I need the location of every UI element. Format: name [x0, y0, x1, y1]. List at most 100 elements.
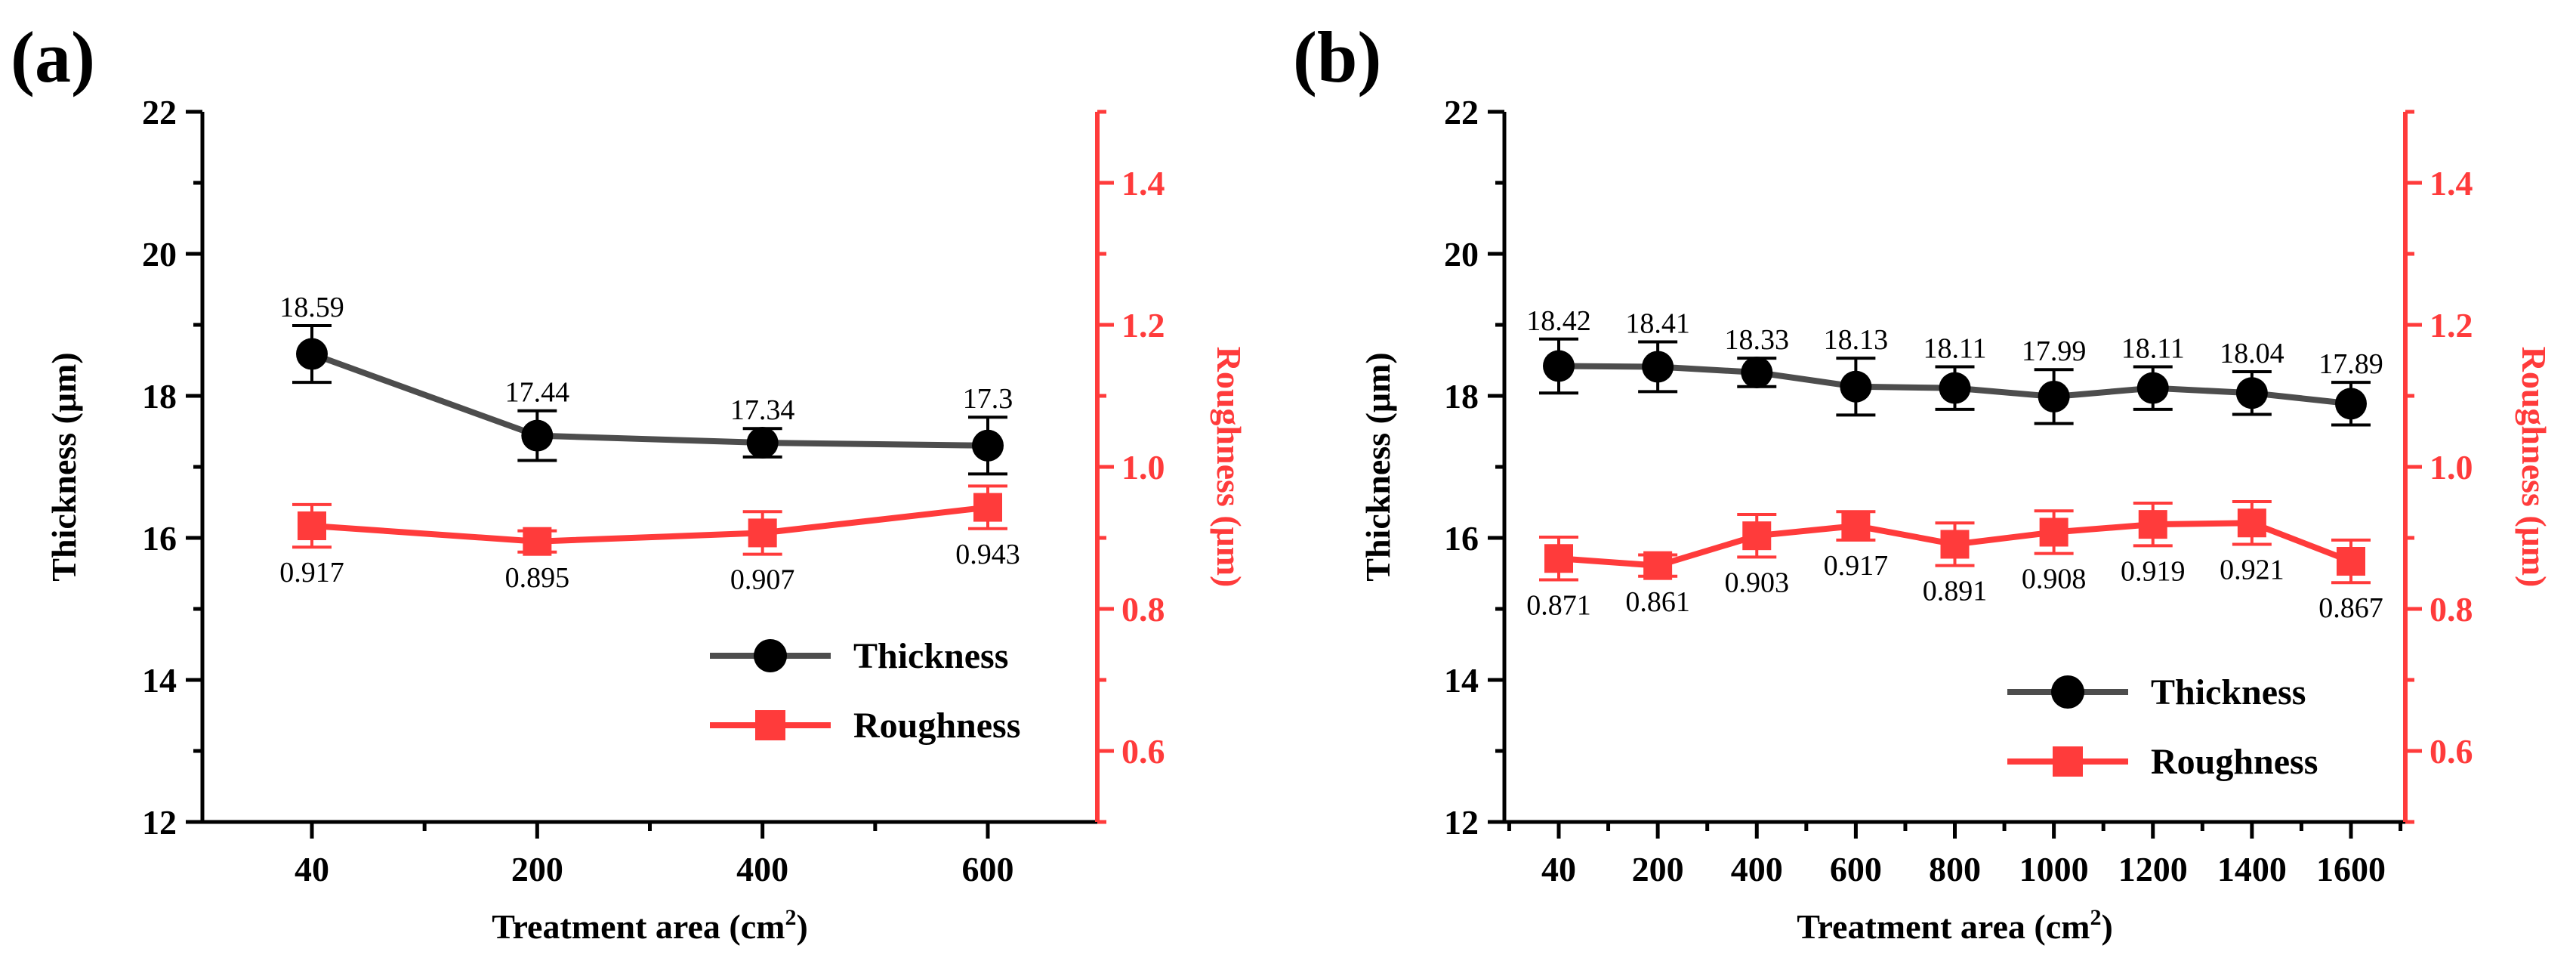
legend-marker	[754, 639, 787, 672]
data-point	[1544, 544, 1573, 573]
data-label: 18.13	[1824, 324, 1889, 356]
series-thickness: 18.42 18.41 18.33 18.13 18.11 17.99 18.11 18.04…	[1526, 305, 2383, 427]
data-point	[1841, 511, 1871, 541]
data-point	[748, 518, 777, 548]
y2-tick-label: 1.0	[1121, 448, 1165, 487]
x-tick-label: 40	[1541, 850, 1576, 888]
panel-label: (b)	[1293, 17, 1381, 97]
data-label: 18.04	[2220, 338, 2284, 369]
x-tick-label: 1200	[2118, 850, 2188, 888]
x-tick-label: 1600	[2316, 850, 2386, 888]
data-point	[1741, 356, 1773, 388]
y-tick-label: 14	[1444, 661, 1479, 700]
data-point	[298, 511, 326, 541]
series-roughness: 0.871 0.861 0.903 0.917 0.891 0.908 0.919 0.921…	[1526, 500, 2383, 624]
data-label: 18.41	[1625, 308, 1690, 340]
x-tick-label: 200	[511, 850, 563, 888]
data-point	[972, 429, 1004, 462]
data-label: 0.907	[730, 564, 795, 596]
x-axis-title: Treatment area (cm2)	[1797, 905, 2113, 946]
legend: Thickness Roughness	[710, 636, 1020, 746]
y-tick-label: 22	[142, 93, 177, 131]
legend: Thickness Roughness	[2007, 672, 2318, 782]
y2-tick-label: 1.2	[1121, 306, 1165, 344]
series-thickness: 18.59 17.44 17.34 17.3	[279, 292, 1013, 476]
data-label: 18.11	[2121, 332, 2185, 364]
y-tick-label: 14	[142, 661, 177, 700]
legend-label: Thickness	[853, 636, 1008, 676]
x-tick-label: 600	[1830, 850, 1882, 888]
data-label: 0.895	[505, 562, 570, 594]
data-point	[973, 493, 1002, 522]
data-label: 18.42	[1526, 305, 1591, 337]
x-axis-title: Treatment area (cm2)	[492, 905, 808, 946]
chart-panel-0: (a) 12 14 16 18 20 22 0.6 0.8 1.0 1.2 1.4 40 200 400 60…	[11, 17, 1248, 946]
data-point	[2038, 380, 2070, 412]
x-tick-label: 200	[1632, 850, 1684, 888]
data-label: 0.867	[2318, 592, 2383, 624]
data-point	[1840, 370, 1872, 403]
data-point	[2138, 510, 2167, 539]
data-label: 17.44	[505, 377, 570, 409]
legend-marker	[2051, 675, 2084, 709]
data-point	[1940, 530, 1970, 559]
legend-label: Roughness	[2151, 742, 2318, 782]
data-label: 0.921	[2220, 554, 2284, 585]
y-axis-title: Thickness (μm)	[45, 352, 83, 581]
series-line	[311, 504, 989, 545]
data-label: 0.908	[2022, 564, 2087, 595]
data-point	[296, 338, 328, 370]
y-axis-title: Thickness (μm)	[1359, 352, 1397, 581]
legend-marker	[2053, 746, 2083, 777]
data-label: 17.89	[2318, 348, 2383, 380]
data-point	[1543, 350, 1575, 382]
y-tick-label: 16	[142, 519, 177, 558]
y2-tick-label: 0.8	[1121, 590, 1165, 629]
data-label: 0.919	[2121, 555, 2186, 587]
y2-tick-label: 0.6	[1121, 732, 1165, 771]
y-tick-label: 20	[1444, 235, 1479, 273]
legend-label: Roughness	[853, 706, 1020, 746]
data-label: 0.943	[955, 539, 1020, 570]
data-point	[1643, 551, 1673, 580]
legend-marker	[755, 710, 785, 740]
x-tick-label: 40	[295, 850, 329, 888]
y2-tick-label: 1.4	[2429, 164, 2473, 202]
x-tick-label: 400	[736, 850, 788, 888]
x-tick-label: 1400	[2217, 850, 2287, 888]
y2-axis-title: Roughness (μm)	[2515, 347, 2553, 588]
y-tick-label: 16	[1444, 519, 1479, 558]
legend-label: Thickness	[2151, 672, 2306, 712]
series-line	[310, 351, 989, 449]
data-label: 0.917	[1824, 550, 1889, 582]
data-point	[2337, 547, 2365, 576]
x-tick-label: 800	[1929, 850, 1981, 888]
data-label: 0.917	[279, 557, 344, 589]
y2-axis-title: Roughness (μm)	[1210, 347, 1248, 588]
data-label: 0.861	[1625, 586, 1690, 618]
data-label: 0.871	[1526, 589, 1591, 621]
data-label: 17.34	[730, 394, 795, 426]
data-point	[2235, 377, 2268, 409]
data-point	[2335, 388, 2367, 420]
y-tick-label: 18	[1444, 377, 1479, 416]
y2-tick-label: 1.4	[1121, 164, 1165, 202]
data-point	[746, 427, 779, 459]
y2-tick-label: 1.2	[2429, 306, 2473, 344]
data-point	[2136, 372, 2169, 404]
y-tick-label: 12	[142, 803, 177, 842]
y2-tick-label: 0.6	[2429, 732, 2473, 771]
data-point	[2039, 517, 2069, 547]
data-point	[521, 419, 554, 452]
y-tick-label: 18	[142, 377, 177, 416]
data-label: 18.33	[1725, 324, 1790, 356]
x-tick-label: 400	[1731, 850, 1783, 888]
data-label: 0.891	[1923, 576, 1988, 607]
data-point	[523, 527, 552, 556]
y-tick-label: 12	[1444, 803, 1479, 842]
x-tick-label: 600	[962, 850, 1014, 888]
y2-tick-label: 0.8	[2429, 590, 2473, 629]
data-point	[1939, 372, 1971, 404]
data-label: 0.903	[1725, 567, 1790, 598]
